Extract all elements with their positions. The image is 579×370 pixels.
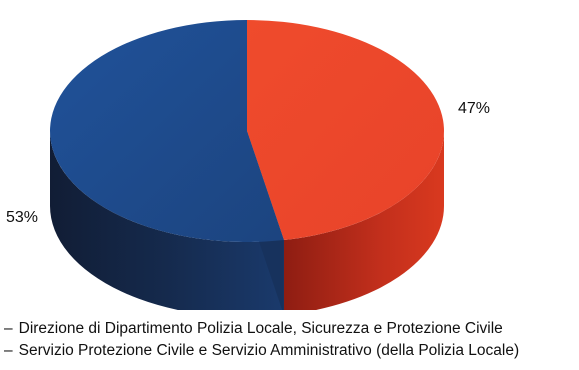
pie-slice-side-2	[50, 131, 284, 310]
slice-label-2: 53%	[6, 209, 38, 226]
legend: – Direzione di Dipartimento Polizia Loca…	[4, 318, 579, 362]
legend-item-1: – Direzione di Dipartimento Polizia Loca…	[4, 318, 579, 340]
legend-dash: –	[4, 320, 13, 337]
pie-slice-2	[50, 20, 284, 242]
legend-dash: –	[4, 342, 13, 359]
legend-item-2: – Servizio Protezione Civile e Servizio …	[4, 340, 579, 362]
pie-slice-side-1	[283, 131, 444, 310]
slice-label-1: 47%	[458, 100, 490, 117]
pie-chart: 47% 53%	[6, 20, 490, 310]
legend-label-1: Direzione di Dipartimento Polizia Locale…	[18, 320, 503, 337]
pie-slice-1	[247, 20, 445, 241]
legend-label-2: Servizio Protezione Civile e Servizio Am…	[18, 342, 520, 359]
